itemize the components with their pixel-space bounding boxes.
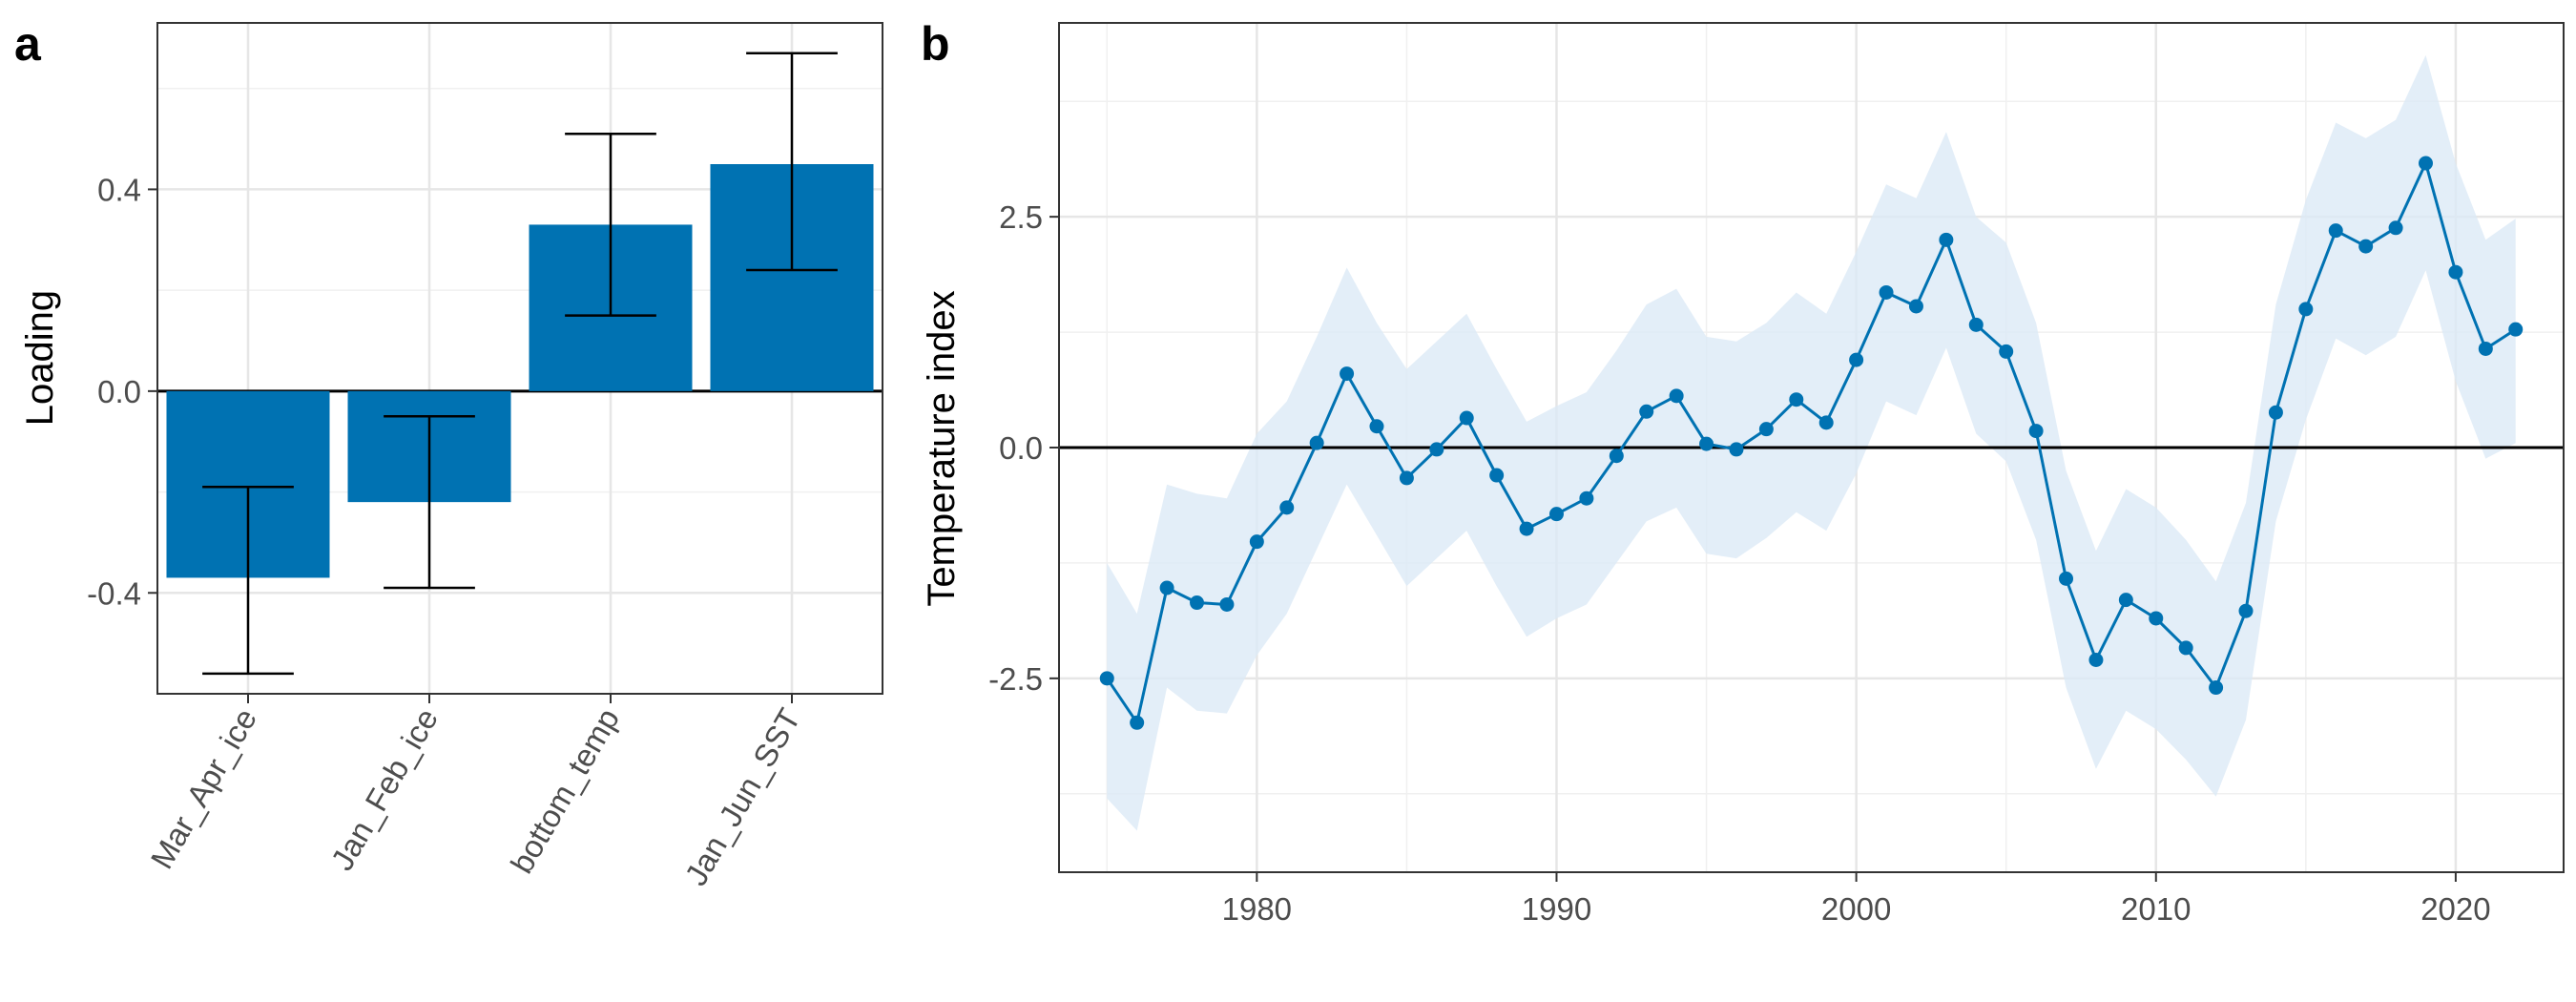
data-point-1984 [1369, 419, 1384, 434]
data-point-1976 [1130, 715, 1145, 730]
temperature-index-line [1106, 161, 2517, 724]
y-tick-label-b: 2.5 [999, 199, 1043, 235]
data-point-1982 [1309, 435, 1324, 450]
data-point-1988 [1489, 468, 1505, 483]
data-point-1983 [1340, 366, 1355, 382]
error-bar-Jan_Feb_ice [384, 415, 475, 590]
y-axis-b: -2.5 0.0 2.5 [988, 199, 1059, 697]
data-point-1981 [1279, 500, 1295, 515]
data-point-2014 [2268, 405, 2283, 420]
data-point-1987 [1459, 410, 1474, 426]
data-point-2000 [1849, 352, 1864, 367]
data-point-1996 [1729, 442, 1744, 457]
x-tick-label-Jan_Jun_SST: Jan_Jun_SST [677, 702, 807, 891]
panel-tag-a: a [14, 17, 42, 71]
data-point-1997 [1758, 422, 1774, 437]
data-point-2003 [1939, 232, 1954, 247]
x-tick-label-b: 2010 [2121, 891, 2191, 927]
data-point-2022 [2508, 322, 2524, 337]
y-axis-title-a: Loading [19, 290, 61, 426]
x-tick-label-b: 1990 [1522, 891, 1591, 927]
data-point-2018 [2388, 220, 2403, 236]
series-points [1099, 156, 2524, 730]
data-point-2007 [2059, 571, 2074, 586]
error-bar-Jan_Jun_SST [746, 52, 838, 272]
data-point-1993 [1639, 404, 1654, 419]
error-bars-a [202, 52, 838, 676]
data-point-1992 [1609, 449, 1624, 464]
data-point-2013 [2238, 603, 2254, 618]
data-point-1985 [1399, 470, 1414, 486]
data-point-1979 [1219, 596, 1235, 612]
data-point-2004 [1968, 317, 1984, 332]
y-tick-label-b: 0.0 [999, 430, 1043, 466]
data-point-1994 [1669, 388, 1684, 404]
plot-border-a [156, 22, 883, 695]
confidence-ribbon [1107, 54, 2516, 831]
error-bar-Mar_Apr_ice [202, 486, 294, 676]
data-point-1978 [1190, 595, 1205, 611]
x-tick-label-Jan_Feb_ice: Jan_Feb_ice [324, 702, 446, 876]
confidence-band [1107, 54, 2516, 831]
y-tick-label-b: -2.5 [988, 661, 1043, 697]
y-tick-label-a: 0.4 [97, 172, 141, 207]
data-point-2005 [1999, 344, 2014, 359]
data-point-2010 [2149, 611, 2164, 626]
x-tick-label-b: 1980 [1222, 891, 1292, 927]
x-tick-label-b: 2020 [2420, 891, 2490, 927]
data-point-2002 [1908, 299, 1923, 314]
error-bar-bottom_temp [565, 133, 656, 317]
data-point-1995 [1699, 436, 1714, 451]
data-point-2006 [2028, 424, 2044, 439]
panel-tag-b: b [921, 17, 950, 71]
x-tick-label-b: 2000 [1821, 891, 1891, 927]
x-axis-a: Mar_Apr_ice Jan_Feb_ice bottom_temp Jan_Jun… [143, 694, 807, 891]
data-point-1986 [1429, 442, 1444, 457]
data-point-1998 [1789, 392, 1804, 407]
x-axis-b: 1980 1990 2000 2010 2020 [1222, 872, 2491, 927]
data-point-1977 [1159, 580, 1174, 595]
loading-bar-chart: a -0.4 0.0 0.4 Mar_Apr_ice Jan_Feb_ice botto… [14, 17, 883, 891]
data-point-2008 [2088, 653, 2104, 667]
data-point-2016 [2328, 223, 2343, 239]
x-tick-label-bottom_temp: bottom_temp [504, 702, 626, 879]
data-point-2009 [2118, 593, 2133, 608]
data-point-2012 [2209, 680, 2224, 696]
x-tick-label-Mar_Apr_ice: Mar_Apr_ice [143, 702, 263, 875]
data-point-2021 [2478, 341, 2493, 356]
temperature-index-chart: b -2.5 0.0 2.5 1980 1990 2000 2010 2020 Temper… [921, 17, 2565, 927]
data-point-1990 [1548, 507, 1564, 522]
data-point-2019 [2418, 156, 2433, 171]
data-point-1991 [1579, 491, 1594, 506]
data-point-1989 [1519, 521, 1534, 536]
data-point-2011 [2178, 640, 2193, 656]
data-point-2001 [1879, 284, 1894, 300]
data-point-2015 [2298, 302, 2314, 317]
data-point-2017 [2358, 239, 2374, 254]
y-axis-a: -0.4 0.0 0.4 [87, 172, 157, 611]
data-point-1980 [1249, 534, 1264, 550]
data-point-1975 [1099, 671, 1114, 686]
y-axis-title-b: Temperature index [921, 290, 963, 606]
series-line [1106, 161, 2517, 724]
data-point-1999 [1818, 415, 1834, 430]
y-tick-label-a: 0.0 [97, 374, 141, 409]
data-point-2020 [2448, 264, 2463, 280]
y-tick-label-a: -0.4 [87, 575, 141, 611]
